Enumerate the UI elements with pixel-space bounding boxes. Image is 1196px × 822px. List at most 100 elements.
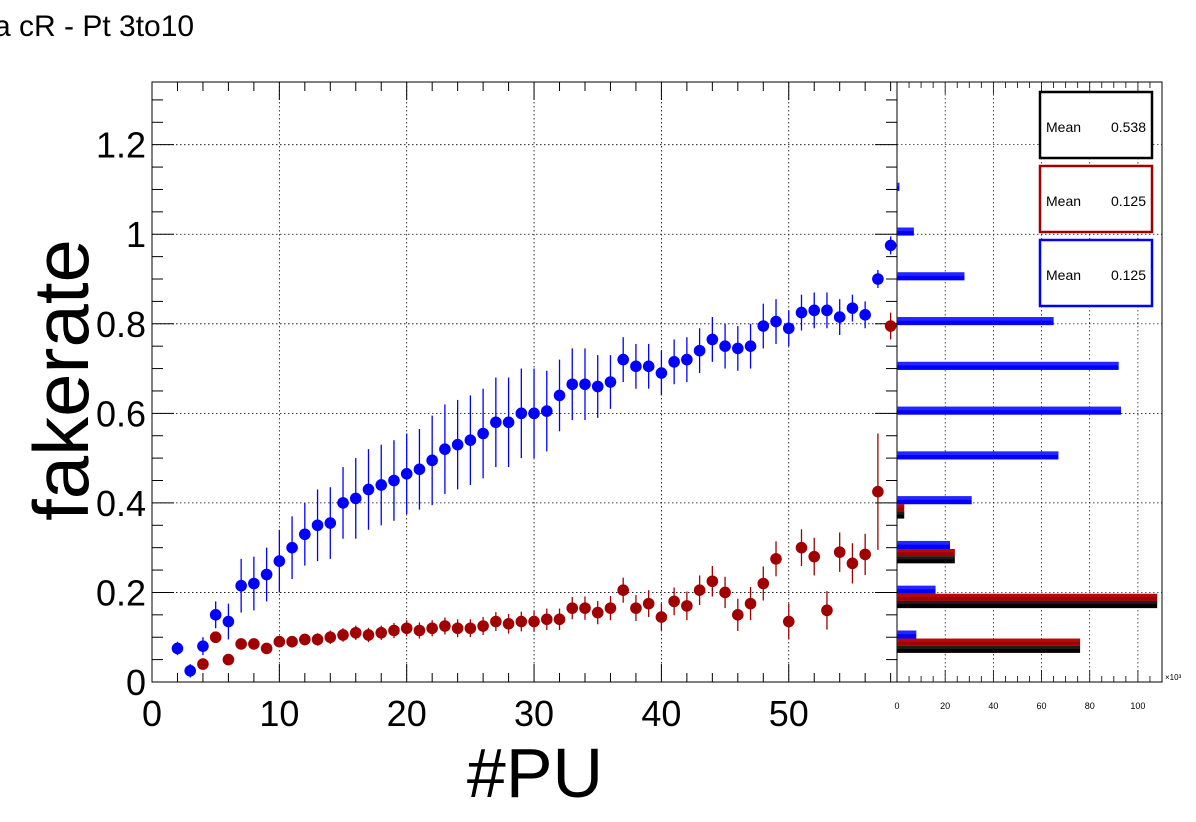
data-point-series-2	[388, 624, 400, 637]
data-point-series-1	[197, 640, 209, 652]
data-point-series-1	[311, 519, 324, 532]
y-tick-label: 0.6	[96, 393, 146, 434]
data-point-series-1	[515, 407, 528, 420]
side-x-tick-label: 0	[894, 701, 899, 711]
data-point-series-2	[693, 584, 706, 597]
x-tick-label: 10	[259, 693, 299, 734]
data-point-series-2	[566, 602, 579, 614]
data-point-series-2	[579, 602, 591, 614]
data-point-series-2	[209, 631, 222, 644]
data-point-series-1	[782, 322, 795, 335]
data-point-series-2	[222, 653, 235, 666]
data-point-series-1	[732, 342, 744, 355]
data-point-series-2	[833, 546, 846, 558]
data-point-series-1	[884, 239, 897, 252]
histogram-bar-series-1	[897, 630, 917, 639]
x-tick-label: 0	[142, 693, 162, 734]
side-x-tick-label: 60	[1037, 701, 1047, 711]
histogram-bar-highlight	[897, 549, 955, 553]
data-point-series-1	[719, 340, 731, 352]
data-point-series-1	[286, 541, 298, 554]
data-point-series-1	[833, 311, 846, 323]
data-point-series-2	[260, 642, 273, 655]
histogram-bar-highlight	[897, 182, 900, 187]
side-x-tick-label: 20	[940, 701, 950, 711]
data-point-series-2	[642, 597, 655, 610]
histogram-bar-series-1	[897, 585, 936, 594]
data-point-series-1	[451, 438, 464, 451]
data-point-series-2	[400, 622, 413, 635]
histogram-bar-series-1	[897, 182, 900, 191]
data-point-series-2	[477, 620, 489, 632]
data-point-series-1	[439, 443, 451, 455]
data-point-series-2	[451, 622, 464, 635]
data-point-series-2	[553, 613, 566, 626]
histogram-bar-series-3	[897, 600, 1158, 609]
data-point-series-1	[540, 405, 553, 417]
data-point-series-1	[642, 360, 655, 373]
histogram-bar-highlight	[897, 556, 955, 560]
x-tick-label: 40	[641, 693, 681, 734]
side-x-tick-label: 40	[988, 701, 998, 711]
data-point-series-1	[299, 528, 311, 541]
data-point-series-1	[464, 434, 477, 447]
data-point-series-1	[566, 378, 579, 391]
data-point-series-1	[426, 454, 438, 467]
data-point-series-2	[668, 595, 680, 608]
histogram-bar-series-2	[897, 549, 955, 557]
histogram-bar-series-1	[897, 227, 914, 236]
data-point-series-1	[324, 517, 337, 529]
data-point-series-2	[426, 622, 438, 635]
data-point-series-1	[528, 407, 540, 420]
data-point-series-2	[248, 638, 260, 650]
histogram-bar-series-1	[897, 540, 950, 550]
histogram-bar-series-3	[897, 645, 1081, 653]
data-point-series-1	[655, 367, 668, 379]
stats-mean-label: Mean	[1046, 119, 1081, 135]
data-point-series-1	[222, 615, 235, 628]
data-point-series-2	[808, 550, 821, 563]
histogram-bar-highlight	[897, 227, 914, 232]
data-point-series-1	[248, 577, 260, 590]
data-point-series-1	[337, 497, 349, 509]
histogram-bar-highlight	[897, 272, 965, 276]
histogram-bar-highlight	[897, 361, 1119, 366]
data-point-series-1	[898, 369, 910, 381]
stats-box	[1038, 238, 1154, 308]
histogram-bar-highlight	[897, 511, 905, 515]
histogram-bar-series-3	[897, 511, 905, 519]
data-point-series-2	[413, 624, 426, 637]
data-point-series-1	[668, 356, 680, 368]
histogram-bar-highlight	[897, 451, 1059, 456]
data-point-series-1	[757, 320, 770, 332]
data-point-series-2	[655, 611, 668, 623]
data-point-series-1	[604, 376, 617, 388]
data-point-series-1	[235, 579, 247, 592]
data-point-series-1	[872, 273, 884, 285]
data-point-series-2	[732, 609, 744, 621]
side-x-tick-label: 80	[1085, 701, 1095, 711]
data-point-series-2	[617, 584, 629, 597]
histogram-bar-highlight	[897, 645, 1081, 649]
data-point-series-1	[617, 353, 629, 366]
data-point-series-2	[770, 553, 782, 565]
histogram-bar-series-2	[897, 593, 1158, 601]
data-point-series-1	[490, 416, 502, 429]
data-point-series-2	[872, 485, 884, 498]
histogram-bar-highlight	[897, 540, 950, 545]
stats-box	[1038, 90, 1154, 160]
data-point-series-1	[349, 492, 362, 505]
stats-box	[1038, 164, 1154, 234]
stats-mean-label: Mean	[1046, 267, 1081, 283]
data-point-series-2	[744, 597, 757, 610]
data-point-series-1	[413, 463, 426, 476]
data-point-series-2	[349, 626, 362, 639]
data-point-series-1	[706, 333, 719, 346]
data-point-series-2	[846, 557, 859, 570]
histogram-bar-series-1	[897, 272, 965, 281]
data-point-series-2	[286, 635, 298, 648]
data-point-series-1	[859, 309, 871, 321]
stats-mean-label: Mean	[1046, 193, 1081, 209]
y-tick-label: 1	[126, 214, 146, 255]
